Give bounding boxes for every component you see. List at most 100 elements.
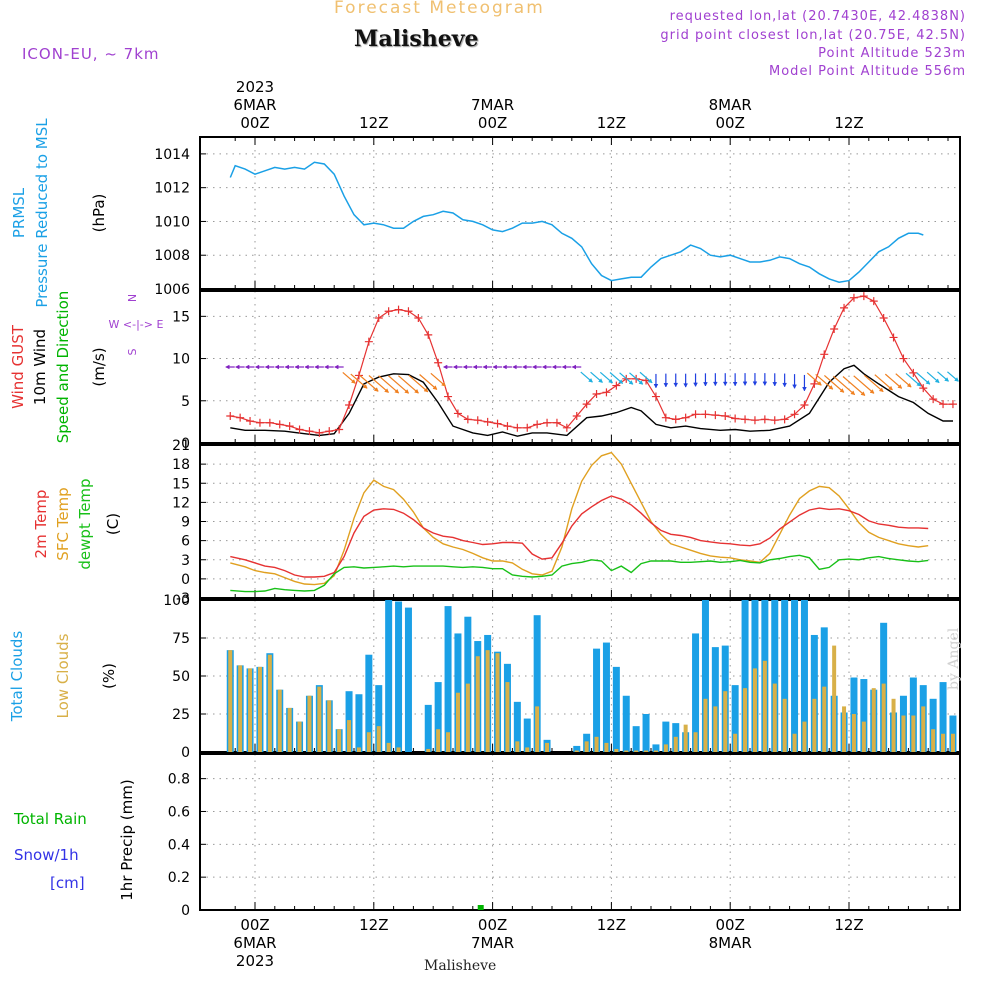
gust-marker <box>315 428 324 437</box>
low-cloud-bar <box>901 715 906 752</box>
wind-arrow-head <box>452 364 458 370</box>
wind-arrow-head <box>713 381 718 387</box>
total-cloud-bar <box>602 642 610 752</box>
low-cloud-bar <box>673 736 678 752</box>
wind-arrow-head <box>334 364 339 370</box>
low-cloud-bar <box>743 688 748 752</box>
low-cloud-bar <box>713 706 718 752</box>
gust-marker <box>750 416 759 425</box>
gust-marker <box>741 415 750 424</box>
top-time-label: 00Z <box>240 114 269 132</box>
total-cloud-bar <box>612 666 620 752</box>
total-rain-label: Total Rain <box>13 810 87 828</box>
low-cloud-bar <box>832 645 837 752</box>
wind-ytick-label: 15 <box>172 309 190 325</box>
wind-arrow-head <box>850 390 856 395</box>
wind-arrow-head <box>916 381 922 387</box>
low-cloud-bar <box>455 692 460 752</box>
gust-marker <box>285 422 294 431</box>
wind-speed-line <box>230 364 953 437</box>
wind-arrow <box>853 375 875 394</box>
gust-marker <box>820 350 829 359</box>
top-time-label: 00Z <box>716 114 745 132</box>
wind-ytick-label: 5 <box>181 394 190 410</box>
gust-marker <box>325 427 334 436</box>
precip-ytick-label: 0.4 <box>168 837 190 853</box>
rain-bar <box>477 905 484 910</box>
wind-arrow-head <box>897 384 903 389</box>
total-cloud-bar <box>444 606 452 752</box>
pressure-ytick-label: 1012 <box>154 181 190 197</box>
gust-marker <box>602 388 611 397</box>
wind-arrow-head <box>732 382 738 387</box>
wind-arrow-head <box>683 383 688 388</box>
low-cloud-bar <box>347 720 352 752</box>
wind-arrow-head <box>432 385 438 390</box>
low-cloud-bar <box>485 650 490 752</box>
low-cloud-bar <box>297 721 302 752</box>
wind-arrow-head <box>284 364 289 370</box>
gust-marker <box>770 416 779 425</box>
wind-arrow <box>359 374 379 392</box>
total-cloud-bar <box>632 726 640 752</box>
clouds-ytick-label: 75 <box>172 631 190 647</box>
wind-arrow-head <box>618 379 624 384</box>
compass-north: N <box>126 294 139 302</box>
total-cloud-bar <box>424 704 432 752</box>
clouds-unit-label: (%) <box>100 663 118 689</box>
gust-marker <box>830 325 839 333</box>
low-cloud-bar <box>624 750 629 752</box>
low-cloud-bar <box>495 653 500 752</box>
temp-ytick-label: 21 <box>172 438 190 454</box>
temp-ytick-label: 15 <box>172 476 190 492</box>
gust-marker <box>275 420 284 429</box>
wind-arrow-head <box>384 388 389 393</box>
wind-arrow-head <box>294 364 299 370</box>
wind-arrow-head <box>264 364 270 370</box>
bottom-time-label: 12Z <box>834 916 863 934</box>
wind-arrow <box>419 374 438 390</box>
total-cloud-bar <box>909 677 917 752</box>
gust-marker <box>364 337 373 346</box>
wind-arrow <box>815 373 834 390</box>
temp-ytick-label: 9 <box>181 515 190 531</box>
gust-marker <box>345 401 354 409</box>
temp-frame <box>199 444 961 599</box>
pressure-ytick-label: 1014 <box>154 147 190 163</box>
low-cloud-bar <box>851 714 856 752</box>
low-cloud-bar <box>248 668 253 752</box>
wind-arrow-head <box>274 364 280 370</box>
temp-panel: -3 0 3 6 9 12 15 18 21 <box>172 438 961 607</box>
bottom-time-label: 12Z <box>359 916 388 934</box>
gust-marker <box>523 423 532 432</box>
wind-arrow <box>874 374 893 391</box>
direction-label: Speed and Direction <box>54 291 72 444</box>
total-cloud-bar <box>662 721 670 752</box>
precip-ytick-label: 0.2 <box>168 870 190 886</box>
precip-series-group <box>477 905 484 910</box>
low-cloud-bar <box>733 733 738 752</box>
snow-unit-label: [cm] <box>50 874 85 892</box>
precip-ytick-label: 0 <box>181 903 190 919</box>
pressure-label: Pressure Reduced to MSL <box>33 118 51 308</box>
pressure-ytick-label: 1008 <box>154 248 190 264</box>
total-cloud-bar <box>800 600 808 752</box>
wind-arrow-head <box>532 364 537 370</box>
low-cloud-bar <box>861 721 866 752</box>
gust-marker <box>790 410 799 419</box>
gust-marker <box>265 418 274 427</box>
dewpt-line <box>230 554 929 593</box>
gust-marker <box>305 427 314 436</box>
sfc-temp-line <box>230 451 929 586</box>
bottom-time-label: 7MAR <box>471 934 514 952</box>
temp-label: 2m Temp <box>32 490 50 559</box>
wind-arrow-head <box>588 377 593 383</box>
wind-arrow <box>397 375 419 394</box>
pressure-unit-label: (hPa) <box>90 194 108 233</box>
low-cloud-bar <box>950 733 955 752</box>
gust-marker <box>760 415 769 424</box>
gust-marker <box>513 423 522 432</box>
low-cloud-bar <box>287 707 292 752</box>
wind-arrow-head <box>638 380 644 385</box>
